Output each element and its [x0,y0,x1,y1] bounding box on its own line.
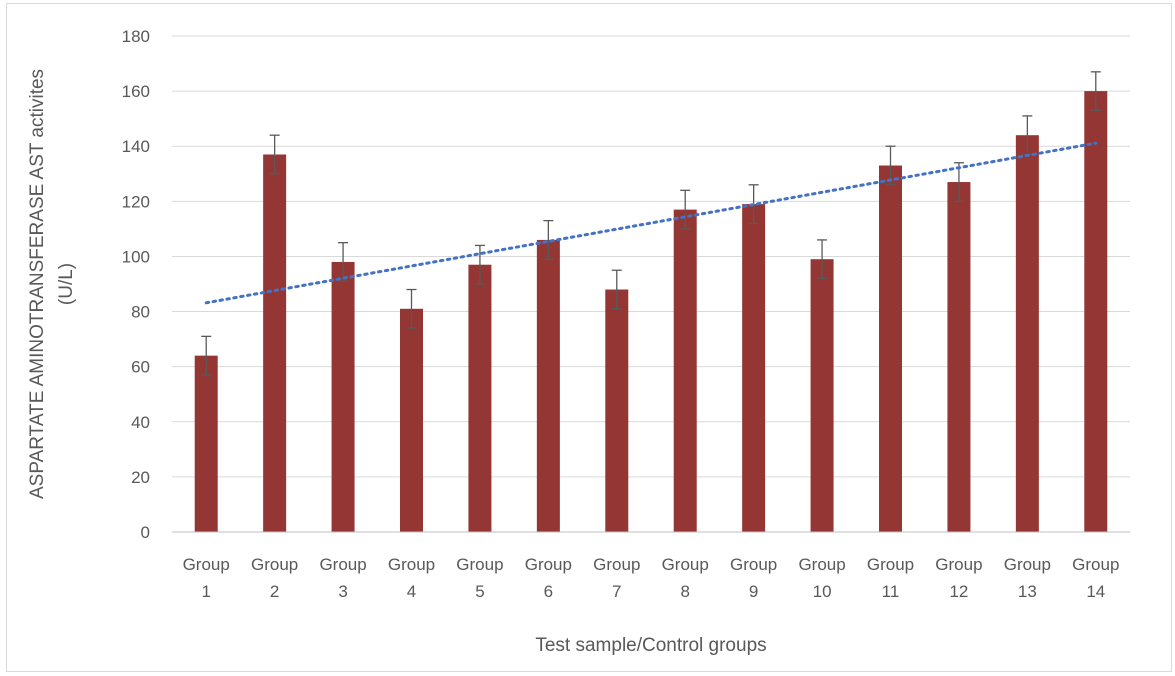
trendline [204,141,1098,305]
error-bar [817,239,828,280]
chart-frame [6,3,1172,672]
error-bar [406,288,417,329]
bar [194,355,218,532]
bar [468,264,492,532]
y-axis-title-line-2: (U/L) [56,263,77,305]
bar [263,154,287,532]
y-axis-title-line-1: ASPARTATE AMINOTRANSFERASE AST activites [27,69,48,499]
bar [810,259,834,532]
x-tick-label: Group 9 [730,555,777,601]
x-tick-label: Group 3 [319,555,366,601]
y-tick-label: 40 [131,413,150,432]
y-tick-label: 120 [122,192,150,211]
error-bar [1090,71,1101,112]
bar [1084,91,1108,532]
y-tick-label: 180 [122,27,150,46]
y-axis-tick-labels: 0 20 40 60 80 100 120 140 160 180 [122,27,150,542]
x-tick-label: Group 12 [935,555,982,601]
x-axis-tick-labels: Group 1 Group 2 Group 3 Group 4 Group 5 Group 6 Grou… [183,555,1120,601]
bar [331,261,355,532]
x-tick-label: Group 11 [867,555,914,601]
x-tick-label: Group 7 [593,555,640,601]
error-bar [338,242,349,282]
y-tick-label: 140 [122,137,150,156]
error-bar [543,219,554,260]
linear-trendline [204,141,1098,305]
y-tick-label: 60 [131,358,150,377]
bar [400,308,423,532]
error-bar [269,134,280,175]
x-tick-label: Group 1 [183,555,230,601]
bar [742,204,766,533]
x-tick-label: Group 2 [251,555,298,601]
gridlines [172,35,1130,478]
y-tick-label: 80 [131,303,150,322]
error-bar [474,244,485,285]
x-tick-label: Group 8 [662,555,709,601]
x-tick-label: Group 5 [456,555,503,601]
x-tick-label: Group 14 [1072,555,1119,601]
x-axis-title: Test sample/Control groups [535,635,766,656]
y-tick-label: 0 [141,523,150,542]
y-axis-title: ASPARTATE AMINOTRANSFERASE AST activites… [27,69,77,499]
bar [879,165,902,532]
y-tick-label: 160 [122,82,150,101]
bar [1015,135,1039,532]
error-bar [885,145,896,186]
bar [605,289,629,532]
error-bar [611,269,622,310]
x-tick-label: Group 10 [798,555,845,601]
y-tick-label: 100 [122,247,150,266]
x-tick-label: Group 13 [1004,555,1051,601]
error-bar [201,335,212,376]
bar [536,239,560,532]
y-tick-label: 20 [131,468,150,487]
bars [194,91,1108,533]
x-tick-label: Group 6 [525,555,572,601]
bar [673,209,697,532]
x-tick-label: Group 4 [388,555,435,601]
error-bar [680,189,691,230]
bar [947,182,971,533]
